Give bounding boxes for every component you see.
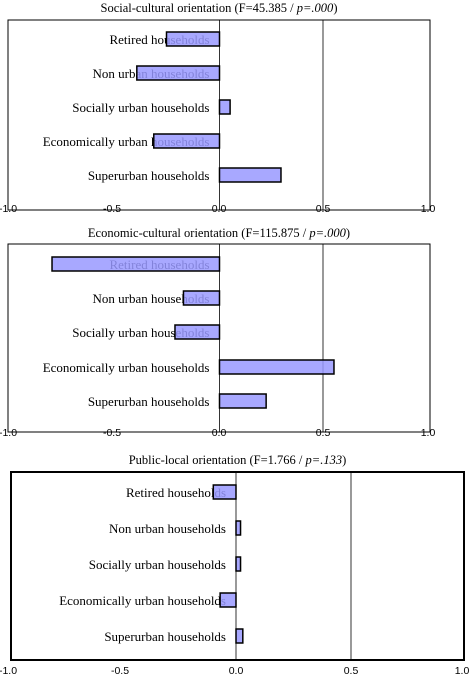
bar xyxy=(153,133,221,149)
x-tick-label: -0.5 xyxy=(111,665,129,677)
bar xyxy=(174,324,221,340)
category-label: Superurban households xyxy=(88,394,210,409)
bar xyxy=(235,520,242,536)
x-tick-label: -1.0 xyxy=(0,203,17,215)
x-tick-label: -1.0 xyxy=(0,665,17,677)
category-label: Economically urban households xyxy=(59,593,226,608)
x-tick-label: 0.5 xyxy=(316,427,331,439)
x-tick-label: -0.5 xyxy=(103,203,121,215)
x-tick-label: -0.5 xyxy=(103,427,121,439)
x-tick-label: 0.0 xyxy=(229,665,244,677)
bar xyxy=(235,628,244,644)
category-label: Superurban households xyxy=(104,629,226,644)
category-label: Socially urban households xyxy=(89,557,226,572)
chart-2: Economic-cultural orientation (F=115.875… xyxy=(0,226,435,439)
category-label: Non urban households xyxy=(109,521,226,536)
chart-3: Public-local orientation (F=1.766 / p=.1… xyxy=(0,453,469,677)
bar xyxy=(218,167,282,183)
bar xyxy=(235,556,242,572)
bar xyxy=(218,359,335,375)
category-label: Superurban households xyxy=(88,168,210,183)
chart-title-text: Social-cultural orientation (F=45.385 / xyxy=(101,1,297,15)
chart-1: Social-cultural orientation (F=45.385 / … xyxy=(0,1,435,215)
chart-title-text: Economic-cultural orientation (F=115.875… xyxy=(88,226,309,240)
chart-title-close: ) xyxy=(333,1,337,15)
x-tick-label: -1.0 xyxy=(0,427,17,439)
chart-title-p-value: p=.000 xyxy=(308,226,346,240)
bar xyxy=(136,65,221,81)
bar xyxy=(182,290,221,306)
chart-title-close: ) xyxy=(346,226,350,240)
category-label: Economically urban households xyxy=(43,360,210,375)
chart-title: Economic-cultural orientation (F=115.875… xyxy=(88,226,350,240)
x-tick-label: 0.0 xyxy=(212,427,227,439)
bar xyxy=(218,393,267,409)
category-label: Non urban households xyxy=(93,291,210,306)
bar xyxy=(51,256,221,272)
x-tick-label: 1.0 xyxy=(421,203,436,215)
x-tick-label: 0.5 xyxy=(316,203,331,215)
category-label: Retired households xyxy=(126,485,226,500)
chart-title-close: ) xyxy=(342,453,346,467)
chart-title-text: Public-local orientation (F=1.766 / xyxy=(129,453,306,467)
x-tick-label: 0.5 xyxy=(344,665,359,677)
bar xyxy=(218,99,231,115)
bar xyxy=(212,484,237,500)
chart-title: Social-cultural orientation (F=45.385 / … xyxy=(101,1,338,15)
x-tick-label: 1.0 xyxy=(421,427,436,439)
bar xyxy=(219,592,237,608)
x-tick-label: 0.0 xyxy=(212,203,227,215)
category-label: Socially urban households xyxy=(72,100,209,115)
chart-title-p-value: p=.133 xyxy=(305,453,343,467)
x-tick-label: 1.0 xyxy=(455,665,470,677)
bar xyxy=(165,31,221,47)
chart-title: Public-local orientation (F=1.766 / p=.1… xyxy=(129,453,347,467)
chart-title-p-value: p=.000 xyxy=(296,1,334,15)
